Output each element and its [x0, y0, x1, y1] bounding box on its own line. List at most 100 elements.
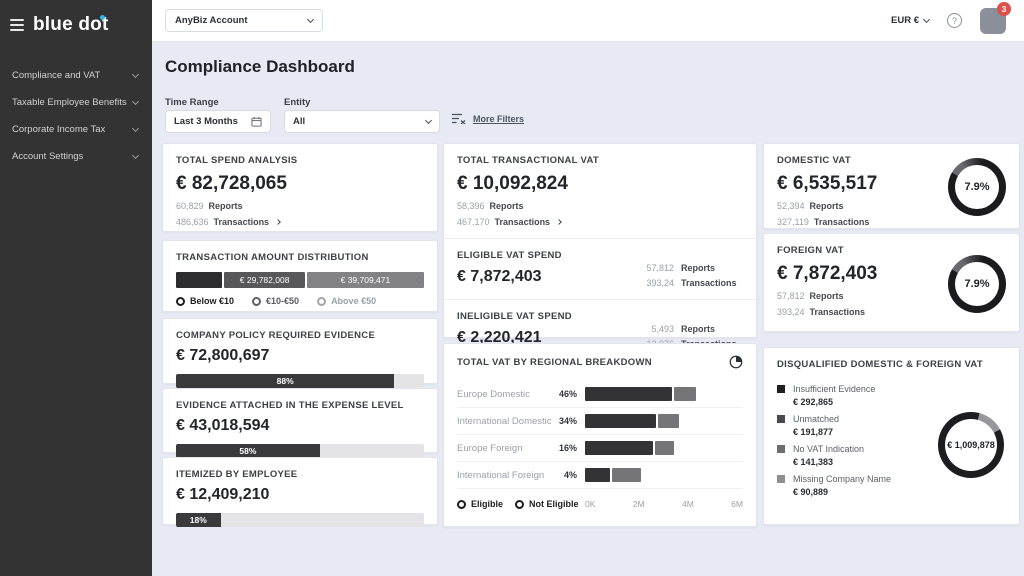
row-label: Europe Foreign: [457, 443, 557, 454]
bar-not-eligible: [612, 468, 641, 482]
itemized-progress-bar: 18%: [176, 513, 424, 527]
chevron-right-icon: [275, 219, 281, 225]
hamburger-menu-icon[interactable]: [10, 19, 24, 31]
distribution-legend: Below €10 €10-€50 Above €50: [176, 296, 424, 306]
entity-label: Entity: [284, 97, 310, 108]
regional-chart: Europe Domestic 46% International Domest…: [457, 381, 743, 489]
transactions-label: Transactions: [495, 217, 551, 227]
legend-label: Unmatched: [793, 414, 839, 424]
chevron-down-icon: [132, 71, 139, 78]
bar-eligible: [585, 414, 656, 428]
sidebar: blue dot Compliance and VAT Taxable Empl…: [0, 0, 152, 576]
brand-logo[interactable]: blue dot: [33, 14, 108, 36]
segment-10-50: € 29,782,008: [224, 272, 305, 288]
help-glyph: ?: [952, 16, 957, 26]
radio-icon: [457, 500, 466, 509]
card-title: TOTAL VAT BY REGIONAL BREAKDOWN: [457, 357, 652, 368]
axis-tick: 4M: [682, 499, 694, 509]
reports-stat: 60,829 Reports: [176, 201, 424, 211]
transactions-label: Transactions: [681, 278, 743, 288]
axis-tick: 6M: [731, 499, 743, 509]
sidebar-item-label: Compliance and VAT: [12, 70, 100, 81]
card-company-policy-required-evidence: COMPANY POLICY REQUIRED EVIDENCE € 72,80…: [162, 318, 438, 384]
transactions-label: Transactions: [214, 217, 270, 227]
sidebar-item-corporate-income-tax[interactable]: Corporate Income Tax: [0, 116, 152, 143]
card-disqualified-vat: DISQUALIFIED DOMESTIC & FOREIGN VAT Insu…: [763, 347, 1020, 525]
chevron-down-icon: [132, 125, 139, 132]
transactions-link[interactable]: 486,636 Transactions: [176, 217, 424, 227]
card-title: ITEMIZED BY EMPLOYEE: [176, 469, 424, 480]
card-foreign-vat: FOREIGN VAT € 7,872,403 57,812 Reports 3…: [763, 233, 1020, 332]
legend-item-unmatched: Unmatched € 191,877: [777, 414, 891, 437]
legend-label: Missing Company Name: [793, 474, 891, 484]
card-itemized-by-employee: ITEMIZED BY EMPLOYEE € 12,409,210 18%: [162, 457, 438, 525]
card-title: DOMESTIC VAT: [777, 155, 877, 166]
sidebar-item-account-settings[interactable]: Account Settings: [0, 143, 152, 170]
pie-chart-icon[interactable]: [729, 355, 743, 369]
card-evidence-attached: EVIDENCE ATTACHED IN THE EXPENSE LEVEL €…: [162, 388, 438, 453]
disqualified-ring-chart: € 1,009,878: [938, 412, 1004, 478]
legend-label: Eligible: [471, 499, 503, 509]
legend-value: € 191,877: [793, 427, 891, 437]
row-label: International Domestic: [457, 416, 557, 427]
card-regional-breakdown: TOTAL VAT BY REGIONAL BREAKDOWN Europe D…: [443, 343, 757, 527]
reports-label: Reports: [810, 291, 844, 301]
ring-value: 7.9%: [964, 181, 989, 193]
eligible-stats: 57,812 Reports 393,24 Transactions: [640, 258, 743, 288]
axis-tick: 0K: [585, 499, 595, 509]
card-title: INELIGIBLE VAT SPEND: [457, 311, 572, 322]
sidebar-item-taxable-employee-benefits[interactable]: Taxable Employee Benefits: [0, 89, 152, 116]
row-label: Europe Domestic: [457, 389, 557, 400]
account-selector[interactable]: AnyBiz Account: [165, 9, 323, 32]
chevron-right-icon: [556, 219, 562, 225]
legend-toggle-not-eligible[interactable]: Not Eligible: [515, 499, 579, 509]
legend-value: € 141,383: [793, 457, 891, 467]
reports-label: Reports: [490, 201, 524, 211]
row-pct: 4%: [557, 470, 585, 480]
card-title: COMPANY POLICY REQUIRED EVIDENCE: [176, 330, 424, 341]
radio-icon: [176, 297, 185, 306]
total-spend-amount: € 82,728,065: [176, 173, 424, 195]
segment-above-50: € 39,709,471: [307, 272, 424, 288]
sidebar-item-compliance-and-vat[interactable]: Compliance and VAT: [0, 62, 152, 89]
eligible-amount: € 7,872,403: [457, 268, 562, 286]
card-domestic-vat: DOMESTIC VAT € 6,535,517 52,394 Reports …: [763, 143, 1020, 229]
transactions-label: Transactions: [814, 217, 870, 227]
transactions-count: 327,119: [777, 217, 809, 227]
legend-toggle-below-10[interactable]: Below €10: [176, 296, 234, 306]
progress-pct: 88%: [277, 376, 294, 386]
ring-value: 7.9%: [964, 278, 989, 290]
transactions-count: 467,170: [457, 217, 490, 227]
legend-toggle-10-50[interactable]: €10-€50: [252, 296, 299, 306]
card-title: TRANSACTION AMOUNT DISTRIBUTION: [176, 252, 424, 263]
transactions-link[interactable]: 467,170 Transactions: [457, 217, 743, 227]
entity-select[interactable]: All: [284, 110, 440, 133]
evidence-amount: € 43,018,594: [176, 417, 424, 435]
bar-eligible: [585, 468, 610, 482]
chart-row-europe-domestic: Europe Domestic 46%: [457, 381, 743, 408]
more-filters-button[interactable]: More Filters: [452, 113, 524, 124]
section-total-transactional-vat: TOTAL TRANSACTIONAL VAT € 10,092,824 58,…: [444, 144, 756, 238]
bar-eligible: [585, 441, 653, 455]
foreign-vat-ring-chart: 7.9%: [948, 255, 1006, 313]
card-title: FOREIGN VAT: [777, 245, 877, 256]
user-menu[interactable]: 3: [980, 8, 1006, 34]
policy-progress-bar: 88%: [176, 374, 424, 388]
help-icon[interactable]: ?: [947, 13, 962, 28]
reports-count: 52,394: [777, 201, 805, 211]
row-pct: 16%: [557, 443, 585, 453]
chart-row-europe-foreign: Europe Foreign 16%: [457, 435, 743, 462]
sidebar-item-label: Account Settings: [12, 151, 83, 162]
legend-toggle-above-50[interactable]: Above €50: [317, 296, 376, 306]
currency-selector[interactable]: EUR €: [891, 15, 929, 26]
reports-stat: 58,396 Reports: [457, 201, 743, 211]
page-title: Compliance Dashboard: [165, 57, 355, 77]
legend-item-insufficient-evidence: Insufficient Evidence € 292,865: [777, 384, 891, 407]
chevron-down-icon: [425, 117, 432, 124]
time-range-input[interactable]: Last 3 Months: [165, 110, 271, 133]
reports-label: Reports: [681, 263, 743, 273]
row-label: International Foreign: [457, 470, 557, 481]
axis-tick: 2M: [633, 499, 645, 509]
brand-logo-text: blue dot: [33, 14, 108, 35]
legend-toggle-eligible[interactable]: Eligible: [457, 499, 503, 509]
